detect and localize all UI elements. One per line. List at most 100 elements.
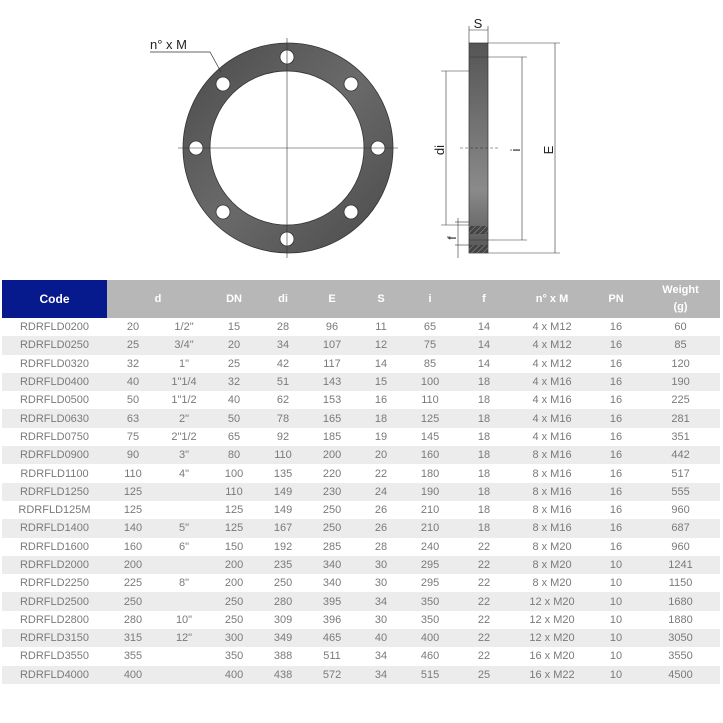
cell-s: 40 (357, 629, 406, 648)
cell-di: 167 (259, 519, 308, 538)
header-holes: n° x M (513, 280, 592, 318)
cell-code: RDRFLD0750 (19, 430, 90, 443)
cell-di: 349 (259, 629, 308, 648)
cell-s: 14 (374, 357, 388, 370)
cell-weight: 687 (641, 519, 721, 538)
cell-di: 135 (273, 467, 293, 480)
cell-pn: 16 (591, 372, 642, 392)
header-weight-label: Weight (662, 284, 699, 296)
cell-i: 125 (405, 409, 456, 428)
cell-pn: 16 (591, 519, 642, 538)
cell-weight: 281 (641, 409, 721, 428)
cell-weight: 960 (671, 504, 690, 517)
cell-i: 65 (423, 321, 437, 334)
cell-d-inch: 10" (175, 613, 193, 626)
cell-f: 22 (477, 613, 491, 626)
cell-d-inch: 12" (159, 629, 210, 648)
di-label: di (432, 145, 447, 155)
cell-f: 18 (455, 482, 514, 501)
cell-e: 465 (307, 629, 358, 648)
cell-d-inch: 3" (159, 446, 210, 465)
cell-holes: 4 x M12 (513, 336, 592, 355)
cell-f: 18 (477, 394, 491, 407)
cell-s: 30 (374, 577, 388, 590)
cell-f: 14 (477, 321, 491, 334)
i-label: i (508, 148, 523, 151)
cell-e: 395 (307, 592, 358, 611)
cell-pn: 10 (609, 577, 623, 590)
cell-code: RDRFLD2250 (19, 577, 90, 590)
cell-s: 26 (357, 519, 406, 538)
cell-di: 92 (276, 430, 290, 443)
cell-holes: 12 x M20 (513, 592, 592, 611)
cell-d-mm: 200 (107, 555, 159, 575)
cell-i: 110 (421, 394, 439, 407)
flange-spec-table: Code d DN di E S i f n° x M PN Weight (g)… (2, 280, 721, 684)
table-row: RDRFLD3550 355 350 388 511 34 460 22 16 x M20 10 3… (2, 647, 720, 665)
cell-dn: 250 (209, 592, 260, 611)
table-row: RDRFLD4000 400 400 438 572 34 515 25 16 x M22 10 4… (2, 665, 721, 684)
cell-s: 24 (357, 482, 406, 501)
table-row: RDRFLD0750 75 2"1/2 65 92 185 19 145 18 4 x M16 16… (2, 428, 720, 446)
cell-d-inch (159, 647, 209, 665)
cell-dn: 25 (227, 357, 241, 370)
cell-f: 18 (455, 409, 514, 428)
cell-pn: 16 (609, 321, 623, 334)
cell-d-inch (159, 501, 209, 519)
cell-f: 22 (455, 592, 514, 611)
cell-pn: 10 (591, 555, 642, 575)
cell-e: 572 (307, 665, 358, 684)
cell-weight: 85 (641, 336, 721, 355)
cell-code: RDRFLD0400 (2, 372, 107, 392)
cell-d-inch: 1/2" (174, 321, 194, 334)
cell-pn: 16 (609, 430, 623, 443)
table-row: RDRFLD0630 63 2" 50 78 165 18 125 18 4 x M16 16 281 (2, 409, 721, 428)
cell-d-inch: 4" (178, 467, 190, 480)
cell-d-inch: 1"1/4 (159, 372, 210, 392)
cell-e: 250 (307, 519, 358, 538)
header-pn: PN (591, 280, 642, 318)
cell-di: 438 (259, 665, 308, 684)
cell-dn: 40 (227, 394, 241, 407)
cell-pn: 10 (609, 650, 623, 663)
cell-di: 280 (259, 592, 308, 611)
cell-f: 22 (477, 540, 491, 553)
cell-holes: 8 x M20 (532, 540, 572, 553)
cell-d-inch (159, 555, 210, 575)
cell-pn: 16 (591, 336, 642, 355)
cell-d-inch (159, 482, 210, 501)
cell-holes: 8 x M20 (513, 555, 592, 575)
cell-di: 309 (273, 613, 293, 626)
cell-s: 30 (374, 613, 388, 626)
cell-f: 18 (455, 446, 514, 465)
cell-dn: 50 (209, 409, 260, 428)
cell-f: 18 (477, 467, 491, 480)
cell-code: RDRFLD0900 (2, 446, 107, 465)
cell-code: RDRFLD0630 (2, 409, 107, 428)
cell-dn: 200 (209, 555, 260, 575)
cell-di: 42 (276, 357, 290, 370)
cell-i: 400 (405, 629, 456, 648)
header-di: di (259, 280, 308, 318)
cell-d-mm: 25 (107, 336, 159, 355)
table-row: RDRFLD1400 140 5" 125 167 250 26 210 18 8 x M16 16… (2, 519, 721, 538)
cell-pn: 16 (609, 357, 623, 370)
cell-s: 34 (357, 665, 406, 684)
cell-code: RDRFLD2500 (2, 592, 107, 611)
cell-d-mm: 125 (123, 504, 143, 517)
cell-e: 285 (322, 540, 342, 553)
cell-s: 18 (357, 409, 406, 428)
cell-d-inch: 6" (178, 540, 190, 553)
cell-dn: 80 (209, 446, 260, 465)
cell-holes: 8 x M16 (513, 446, 592, 465)
cell-f: 18 (477, 430, 491, 443)
cell-holes: 12 x M20 (529, 613, 575, 626)
cell-f: 14 (477, 357, 491, 370)
cell-weight: 225 (671, 394, 690, 407)
cell-i: 350 (420, 613, 440, 626)
cell-d-mm: 315 (107, 629, 159, 648)
cell-s: 30 (357, 555, 406, 575)
table-row: RDRFLD0200 20 1/2" 15 28 96 11 65 14 4 x M12 16 60 (2, 318, 720, 336)
table-row: RDRFLD125M 125 125 149 250 26 210 18 8 x M16 16 96… (2, 501, 720, 519)
cell-di: 78 (259, 409, 308, 428)
